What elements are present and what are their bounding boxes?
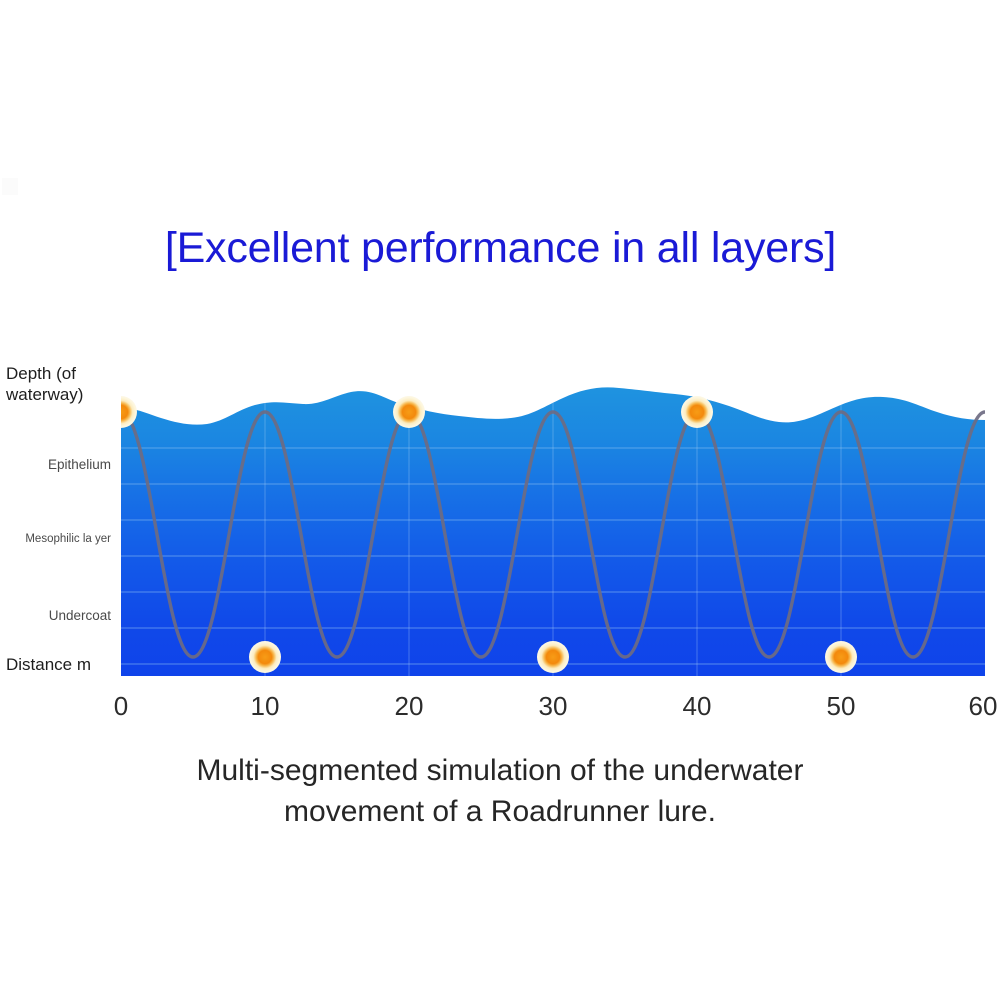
chart-svg <box>121 387 985 676</box>
chart-title: [Excellent performance in all layers] <box>164 224 837 272</box>
x-axis-tick-labels: 0 10 20 30 40 50 60 <box>114 691 998 729</box>
lure-path-curve <box>121 410 985 659</box>
caption-line-2: movement of a Roadrunner lure. <box>284 795 716 828</box>
layer-label-epithelium: Epithelium <box>47 457 111 472</box>
data-point-markers <box>121 396 857 673</box>
x-tick-30: 30 <box>538 691 568 721</box>
marker-x0 <box>121 396 137 428</box>
figure-caption: Multi-segmented simulation of the underw… <box>120 750 880 832</box>
water-body <box>121 387 985 676</box>
layer-label-mesophilic: Mesophilic la yer <box>25 533 111 545</box>
x-tick-40: 40 <box>682 691 712 721</box>
background-smudge <box>2 178 18 195</box>
x-tick-50: 50 <box>826 691 856 721</box>
x-axis-title: Distance m <box>6 655 92 674</box>
plot-area <box>121 376 985 676</box>
x-tick-20: 20 <box>394 691 424 721</box>
marker-x40 <box>681 396 713 428</box>
marker-x10 <box>249 641 281 673</box>
marker-x30 <box>537 641 569 673</box>
marker-x50 <box>825 641 857 673</box>
y-axis-title: Depth (of waterway) <box>6 364 84 404</box>
x-tick-60: 60 <box>968 691 998 721</box>
marker-x20 <box>393 396 425 428</box>
caption-line-1: Multi-segmented simulation of the underw… <box>196 754 804 787</box>
layer-label-undercoat: Undercoat <box>48 608 111 623</box>
y-axis-label-column: Depth (of waterway) Epithelium Mesophili… <box>0 0 120 1001</box>
x-tick-0: 0 <box>113 691 129 721</box>
x-tick-10: 10 <box>250 691 280 721</box>
